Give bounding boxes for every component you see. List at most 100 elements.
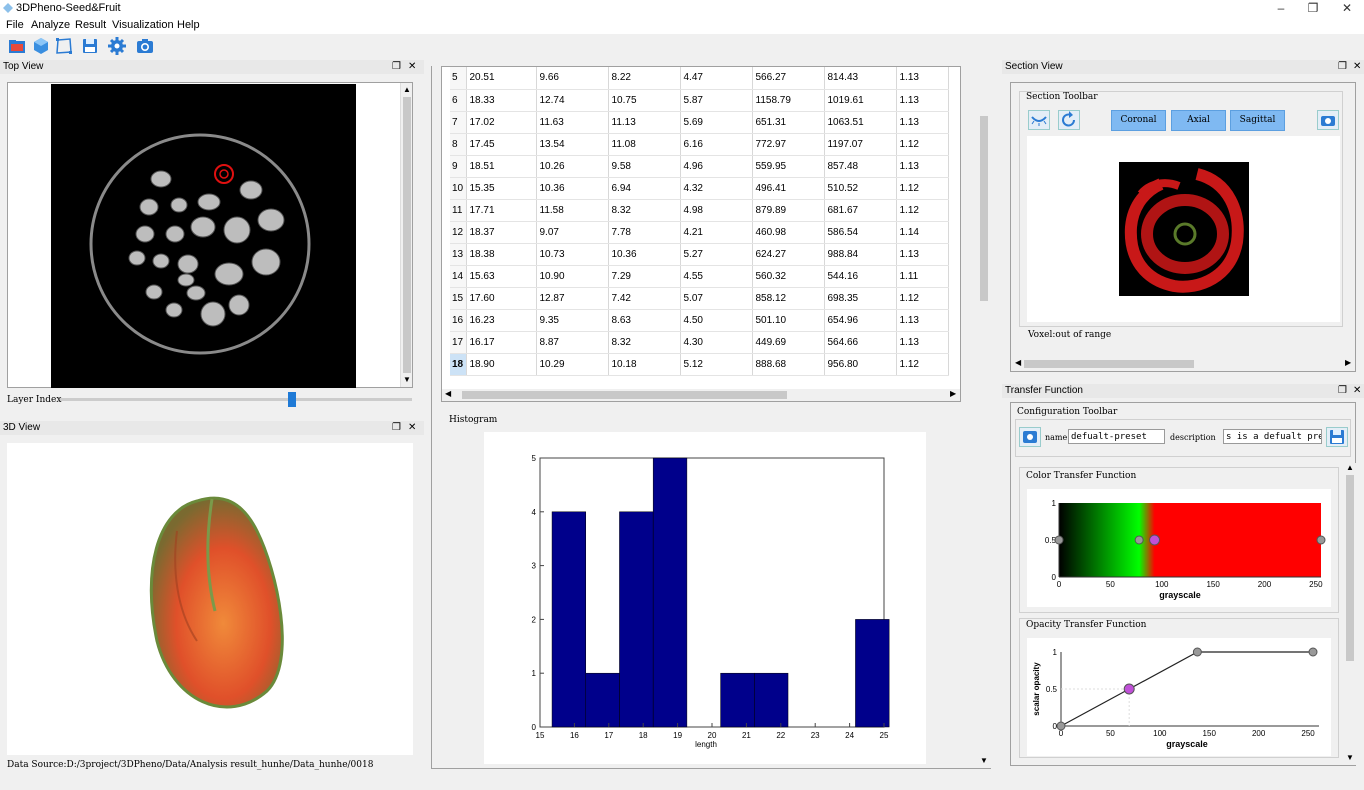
control-point[interactable] [1056, 721, 1066, 731]
table-cell[interactable]: 4.30 [680, 331, 753, 354]
table-row[interactable]: 18 18.90 10.29 10.18 5.12 888.68 956.80 1.12 [450, 353, 949, 376]
section-image-canvas[interactable] [1027, 136, 1340, 322]
section-scroll-left-icon[interactable]: ◀ [1015, 358, 1022, 367]
transfer-close-button[interactable]: ✕ [1353, 385, 1362, 396]
table-cell[interactable]: 544.16 [824, 265, 897, 288]
table-cell[interactable]: 10.36 [608, 243, 681, 266]
table-cell[interactable]: 624.27 [752, 243, 825, 266]
table-cell[interactable]: 4.98 [680, 199, 753, 222]
table-cell[interactable]: 1.13 [896, 89, 949, 112]
section-hscroll-thumb[interactable] [1024, 360, 1194, 368]
table-cell[interactable]: 1.12 [896, 133, 949, 156]
row-header[interactable]: 16 [450, 309, 467, 332]
table-cell[interactable]: 11.58 [536, 199, 609, 222]
table-cell[interactable]: 654.96 [824, 309, 897, 332]
table-cell[interactable]: 17.71 [466, 199, 537, 222]
table-cell[interactable]: 1.13 [896, 309, 949, 332]
table-cell[interactable]: 1.13 [896, 111, 949, 134]
table-cell[interactable]: 566.27 [752, 67, 825, 90]
table-cell[interactable]: 1197.07 [824, 133, 897, 156]
table-cell[interactable]: 5.07 [680, 287, 753, 310]
table-cell[interactable]: 17.02 [466, 111, 537, 134]
row-header[interactable]: 13 [450, 243, 467, 266]
table-cell[interactable]: 7.42 [608, 287, 681, 310]
table-row[interactable]: 14 15.63 10.90 7.29 4.55 560.32 544.16 1.11 [450, 265, 949, 288]
table-cell[interactable]: 888.68 [752, 353, 825, 376]
row-header[interactable]: 9 [450, 155, 467, 178]
view3d-float-button[interactable]: ❐ [392, 422, 401, 433]
table-cell[interactable]: 5.27 [680, 243, 753, 266]
table-cell[interactable]: 7.78 [608, 221, 681, 244]
table-cell[interactable]: 10.29 [536, 353, 609, 376]
table-cell[interactable]: 559.95 [752, 155, 825, 178]
table-cell[interactable]: 20.51 [466, 67, 537, 90]
table-cell[interactable]: 681.67 [824, 199, 897, 222]
save-preset-button[interactable] [1326, 427, 1348, 447]
table-hscrollbar[interactable]: ◀ ▶ [442, 389, 960, 401]
table-cell[interactable]: 1.12 [896, 177, 949, 200]
table-cell[interactable]: 1.12 [896, 199, 949, 222]
scroll-down-icon[interactable]: ▼ [403, 375, 411, 384]
table-cell[interactable]: 6.16 [680, 133, 753, 156]
layer-index-slider[interactable] [60, 398, 412, 401]
menu-analyze[interactable]: Analyze [31, 19, 71, 31]
transfer-scroll-down-icon[interactable]: ▼ [1346, 753, 1354, 762]
table-cell[interactable]: 7.29 [608, 265, 681, 288]
table-cell[interactable]: 857.48 [824, 155, 897, 178]
coronal-button[interactable]: Coronal [1111, 110, 1166, 131]
row-header[interactable]: 8 [450, 133, 467, 156]
table-cell[interactable]: 17.60 [466, 287, 537, 310]
table-cell[interactable]: 586.54 [824, 221, 897, 244]
view3d-close-button[interactable]: ✕ [408, 422, 417, 433]
center-scroll-down-icon[interactable]: ▼ [980, 756, 988, 765]
section-view-close-button[interactable]: ✕ [1353, 61, 1362, 72]
table-cell[interactable]: 10.18 [608, 353, 681, 376]
table-row[interactable]: 13 18.38 10.73 10.36 5.27 624.27 988.84 1.13 [450, 243, 949, 266]
table-cell[interactable]: 10.75 [608, 89, 681, 112]
open-folder-icon[interactable] [8, 37, 26, 55]
table-row[interactable]: 8 17.45 13.54 11.08 6.16 772.97 1197.07 1.12 [450, 133, 949, 156]
table-cell[interactable]: 10.73 [536, 243, 609, 266]
table-cell[interactable]: 8.32 [608, 331, 681, 354]
table-cell[interactable]: 9.35 [536, 309, 609, 332]
minimize-button[interactable]: – [1277, 1, 1285, 15]
table-cell[interactable]: 18.38 [466, 243, 537, 266]
table-cell[interactable]: 16.17 [466, 331, 537, 354]
scroll-left-icon[interactable]: ◀ [445, 389, 452, 398]
table-cell[interactable]: 18.37 [466, 221, 537, 244]
control-point[interactable] [1054, 535, 1064, 545]
table-cell[interactable]: 17.45 [466, 133, 537, 156]
table-cell[interactable]: 8.63 [608, 309, 681, 332]
transfer-float-button[interactable]: ❐ [1338, 385, 1347, 396]
axial-button[interactable]: Axial [1171, 110, 1226, 131]
table-cell[interactable]: 1.12 [896, 353, 949, 376]
table-cell[interactable]: 501.10 [752, 309, 825, 332]
opacity-tf-canvas[interactable]: 0 0.5 1 0 50 100 150 200 250 grayscale scalar opac… [1027, 638, 1331, 756]
transfer-scroll-up-icon[interactable]: ▲ [1346, 463, 1354, 472]
row-header[interactable]: 17 [450, 331, 467, 354]
table-cell[interactable]: 4.96 [680, 155, 753, 178]
maximize-button[interactable]: ❐ [1307, 1, 1319, 15]
eye-hide-button[interactable] [1028, 110, 1050, 130]
table-cell[interactable]: 10.90 [536, 265, 609, 288]
table-cell[interactable]: 1.12 [896, 287, 949, 310]
table-cell[interactable]: 1.13 [896, 243, 949, 266]
table-cell[interactable]: 4.50 [680, 309, 753, 332]
table-cell[interactable]: 10.36 [536, 177, 609, 200]
table-row[interactable]: 9 18.51 10.26 9.58 4.96 559.95 857.48 1.13 [450, 155, 949, 178]
row-header[interactable]: 6 [450, 89, 467, 112]
table-row[interactable]: 16 16.23 9.35 8.63 4.50 501.10 654.96 1.13 [450, 309, 949, 332]
control-point[interactable] [1316, 535, 1326, 545]
top-view-scrollbar[interactable]: ▲ ▼ [400, 83, 412, 387]
table-cell[interactable]: 5.12 [680, 353, 753, 376]
table-row[interactable]: 7 17.02 11.63 11.13 5.69 651.31 1063.51 1.13 [450, 111, 949, 134]
selected-control-point[interactable] [1149, 534, 1161, 546]
table-cell[interactable]: 564.66 [824, 331, 897, 354]
gear-icon[interactable] [108, 37, 126, 55]
table-cell[interactable]: 651.31 [752, 111, 825, 134]
table-cell[interactable]: 560.32 [752, 265, 825, 288]
table-cell[interactable]: 5.69 [680, 111, 753, 134]
table-row[interactable]: 11 17.71 11.58 8.32 4.98 879.89 681.67 1.12 [450, 199, 949, 222]
table-cell[interactable]: 8.87 [536, 331, 609, 354]
reset-button[interactable] [1058, 110, 1080, 130]
